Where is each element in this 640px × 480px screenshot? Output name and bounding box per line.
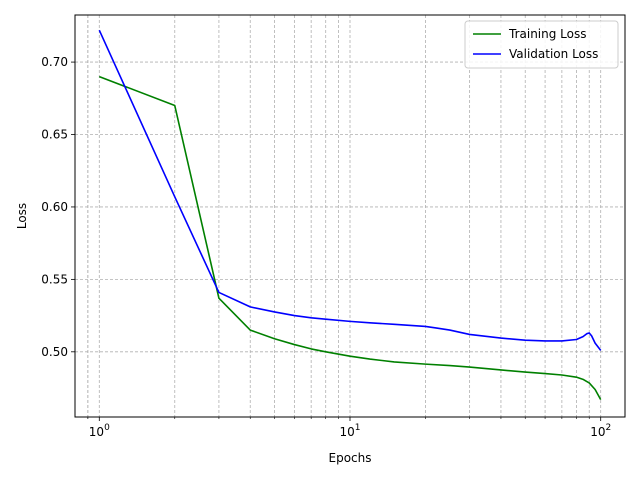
y-axis-label: Loss (15, 203, 29, 229)
y-tick-label: 0.70 (41, 55, 68, 69)
y-tick-label: 0.50 (41, 345, 68, 359)
x-axis-label: Epochs (329, 451, 372, 465)
series-line-validation-loss (98, 29, 602, 351)
y-tick-label: 0.65 (41, 128, 68, 142)
grid (75, 15, 625, 417)
x-tick-label: 102 (590, 423, 611, 439)
y-tick-label: 0.60 (41, 200, 68, 214)
legend: Training Loss Validation Loss (464, 20, 619, 69)
legend-box (464, 20, 619, 69)
axis-ticks: 100 101 102 0.50 0.55 0.60 0.65 0.70 (41, 55, 611, 439)
x-tick-label: 100 (89, 423, 110, 439)
y-tick-label: 0.55 (41, 272, 68, 286)
series-line-training-loss (99, 75, 602, 401)
legend-label: Validation Loss (509, 47, 598, 61)
x-tick-label: 101 (339, 423, 360, 439)
series-lines (98, 29, 602, 401)
legend-label: Training Loss (508, 27, 586, 41)
